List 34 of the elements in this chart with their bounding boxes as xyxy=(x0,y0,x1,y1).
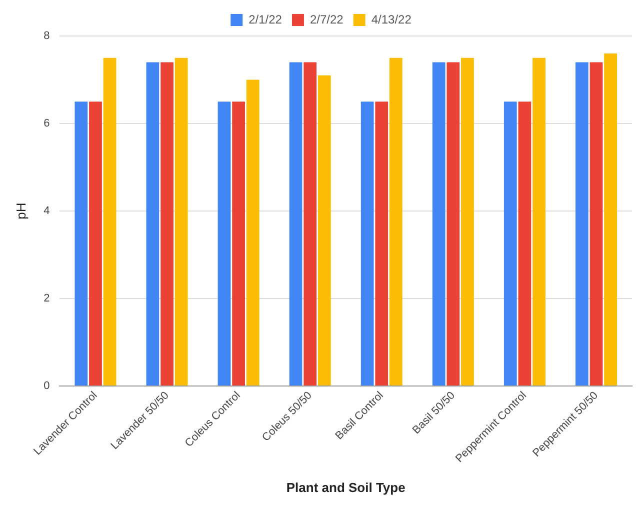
bar xyxy=(289,62,302,386)
y-tick-label: 2 xyxy=(44,292,50,305)
bar xyxy=(461,58,474,386)
bar xyxy=(74,102,88,386)
bar xyxy=(575,62,588,386)
bar xyxy=(89,102,102,386)
bar xyxy=(590,62,603,386)
bar xyxy=(504,102,517,386)
x-axis-title: Plant and Soil Type xyxy=(286,480,406,495)
y-tick-label: 0 xyxy=(44,380,50,392)
bar xyxy=(160,62,174,386)
bar xyxy=(103,58,116,386)
bar xyxy=(232,102,245,386)
bar xyxy=(389,58,402,386)
y-tick-label: 4 xyxy=(44,205,50,218)
bar xyxy=(532,58,546,386)
bar xyxy=(446,62,460,386)
bar xyxy=(304,62,317,386)
legend-label: 2/1/22 xyxy=(248,12,282,26)
y-tick-label: 8 xyxy=(44,30,50,42)
bar xyxy=(375,102,388,386)
bar xyxy=(246,80,260,386)
bar xyxy=(146,62,160,386)
legend-label: 4/13/22 xyxy=(371,12,412,26)
bar xyxy=(518,102,532,386)
bar xyxy=(174,58,188,386)
legend-label: 2/7/22 xyxy=(310,12,344,26)
bar xyxy=(318,75,331,386)
bar xyxy=(432,62,446,386)
bar xyxy=(218,102,231,386)
y-tick-label: 6 xyxy=(44,118,50,130)
y-axis-title: pH xyxy=(13,202,28,220)
bar xyxy=(604,54,617,386)
bar xyxy=(360,102,374,386)
